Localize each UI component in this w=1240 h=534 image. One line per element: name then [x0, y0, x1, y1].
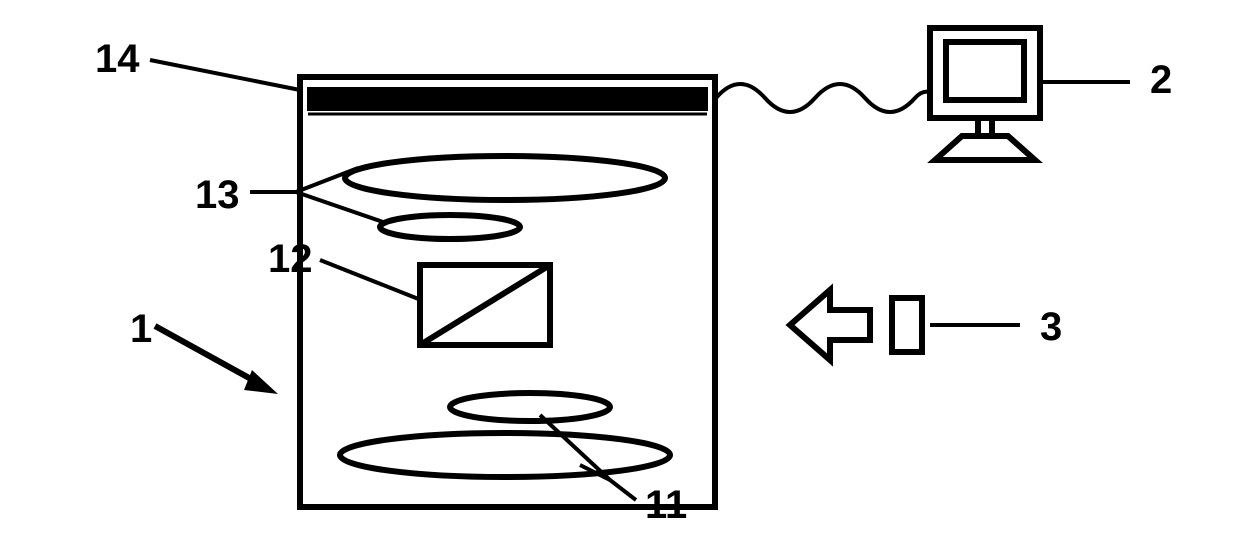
top-band — [308, 88, 707, 110]
leader-11-b1 — [540, 415, 610, 480]
ellipse-bottom_small — [450, 393, 610, 421]
leader-12 — [320, 260, 421, 300]
cable-wavy — [716, 84, 930, 112]
ellipse-bottom_large — [340, 433, 670, 477]
ellipse-top_small — [380, 215, 520, 239]
monitor-base — [935, 136, 1035, 160]
ellipse-top_large — [345, 156, 665, 200]
block-arrow-left — [790, 290, 870, 360]
arrow-1-head — [244, 370, 278, 394]
leader-13-b2 — [296, 192, 383, 222]
label-l11: 11 — [645, 483, 687, 527]
label-l12: 12 — [268, 237, 313, 281]
leader-11-trunk — [610, 480, 636, 500]
label-l2: 2 — [1150, 58, 1172, 102]
leader-14 — [150, 60, 300, 90]
label-l14: 14 — [95, 37, 140, 81]
arrow-1-shaft — [155, 326, 260, 384]
prism-diagonal — [420, 265, 550, 345]
label-l3: 3 — [1040, 305, 1062, 349]
monitor-screen — [946, 42, 1024, 100]
source-block — [892, 298, 922, 352]
label-l13: 13 — [195, 173, 240, 217]
label-l1: 1 — [130, 307, 152, 351]
